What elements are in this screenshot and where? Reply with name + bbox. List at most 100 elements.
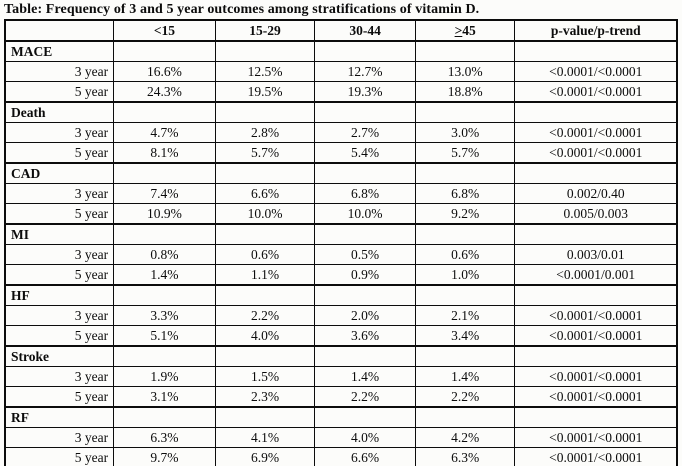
category-cell: MI bbox=[4, 223, 115, 245]
value-cell: 1.1% bbox=[214, 264, 316, 286]
value-cell: 0.6% bbox=[414, 244, 516, 265]
value-cell: 4.1% bbox=[214, 427, 316, 448]
data-row: 5 year 8.1% 5.7% 5.4% 5.7% <0.0001/<0.0001 bbox=[4, 142, 678, 164]
empty-cell bbox=[113, 223, 216, 245]
empty-cell bbox=[314, 223, 416, 245]
value-cell: 0.5% bbox=[314, 244, 416, 265]
category-cell: CAD bbox=[4, 162, 115, 184]
value-cell: 3.6% bbox=[314, 325, 416, 347]
empty-cell bbox=[214, 162, 316, 184]
row-label-cell: 3 year bbox=[4, 244, 115, 265]
data-row: 5 year 1.4% 1.1% 0.9% 1.0% <0.0001/0.001 bbox=[4, 264, 678, 286]
empty-cell bbox=[514, 345, 678, 367]
value-cell: 18.8% bbox=[414, 81, 516, 103]
category-row: Stroke bbox=[4, 345, 678, 367]
value-cell: 16.6% bbox=[113, 61, 216, 82]
row-label-cell: 3 year bbox=[4, 61, 115, 82]
row-label-cell: 3 year bbox=[4, 122, 115, 143]
value-cell: 5.4% bbox=[314, 142, 416, 164]
outcomes-table: <15 15-29 30-44 >45 p-value/p-trend MACE… bbox=[4, 19, 678, 466]
empty-cell bbox=[414, 223, 516, 245]
row-label-cell: 3 year bbox=[4, 183, 115, 204]
value-cell: 5.7% bbox=[214, 142, 316, 164]
value-cell: 0.9% bbox=[314, 264, 416, 286]
empty-cell bbox=[214, 284, 316, 306]
empty-cell bbox=[113, 162, 216, 184]
value-cell: 10.0% bbox=[214, 203, 316, 225]
row-label-cell: 3 year bbox=[4, 366, 115, 387]
value-cell: 2.2% bbox=[414, 386, 516, 408]
value-cell: 2.2% bbox=[214, 305, 316, 326]
empty-cell bbox=[414, 40, 516, 62]
value-cell: 0.8% bbox=[113, 244, 216, 265]
value-cell: 4.2% bbox=[414, 427, 516, 448]
category-cell: HF bbox=[4, 284, 115, 306]
empty-cell bbox=[214, 101, 316, 123]
data-row: 3 year 7.4% 6.6% 6.8% 6.8% 0.002/0.40 bbox=[4, 183, 678, 204]
empty-cell bbox=[514, 101, 678, 123]
value-cell: 4.7% bbox=[113, 122, 216, 143]
row-label-cell: 3 year bbox=[4, 305, 115, 326]
empty-cell bbox=[113, 101, 216, 123]
category-row: CAD bbox=[4, 162, 678, 184]
category-row: MACE bbox=[4, 40, 678, 62]
value-cell: 3.1% bbox=[113, 386, 216, 408]
p-value-cell: <0.0001/<0.0001 bbox=[514, 325, 678, 347]
row-label-cell: 5 year bbox=[4, 325, 115, 347]
row-label-cell: 5 year bbox=[4, 386, 115, 408]
data-row: 5 year 10.9% 10.0% 10.0% 9.2% 0.005/0.003 bbox=[4, 203, 678, 225]
empty-cell bbox=[514, 40, 678, 62]
p-value-cell: <0.0001/<0.0001 bbox=[514, 81, 678, 103]
value-cell: 5.7% bbox=[414, 142, 516, 164]
data-row: 3 year 0.8% 0.6% 0.5% 0.6% 0.003/0.01 bbox=[4, 244, 678, 265]
data-row: 3 year 6.3% 4.1% 4.0% 4.2% <0.0001/<0.0001 bbox=[4, 427, 678, 448]
value-cell: 2.2% bbox=[314, 386, 416, 408]
value-cell: 19.5% bbox=[214, 81, 316, 103]
table-title: Table: Frequency of 3 and 5 year outcome… bbox=[4, 2, 480, 17]
header-cell-empty bbox=[4, 19, 115, 42]
category-cell: MACE bbox=[4, 40, 115, 62]
header-row: <15 15-29 30-44 >45 p-value/p-trend bbox=[4, 19, 678, 42]
value-cell: 7.4% bbox=[113, 183, 216, 204]
value-cell: 6.3% bbox=[414, 447, 516, 466]
value-cell: 6.8% bbox=[414, 183, 516, 204]
value-cell: 5.1% bbox=[113, 325, 216, 347]
row-label-cell: 5 year bbox=[4, 203, 115, 225]
p-value-cell: <0.0001/<0.0001 bbox=[514, 142, 678, 164]
table-body: MACE 3 year 16.6% 12.5% 12.7% 13.0% <0.0001/<0… bbox=[4, 40, 678, 466]
empty-cell bbox=[414, 284, 516, 306]
value-cell: 4.0% bbox=[214, 325, 316, 347]
p-value-cell: <0.0001/<0.0001 bbox=[514, 386, 678, 408]
empty-cell bbox=[314, 406, 416, 428]
value-cell: 2.0% bbox=[314, 305, 416, 326]
empty-cell bbox=[514, 162, 678, 184]
category-row: Death bbox=[4, 101, 678, 123]
value-cell: 2.3% bbox=[214, 386, 316, 408]
empty-cell bbox=[514, 406, 678, 428]
value-cell: 1.5% bbox=[214, 366, 316, 387]
p-value-cell: 0.005/0.003 bbox=[514, 203, 678, 225]
empty-cell bbox=[314, 40, 416, 62]
value-cell: 13.0% bbox=[414, 61, 516, 82]
empty-cell bbox=[113, 40, 216, 62]
empty-cell bbox=[214, 223, 316, 245]
value-cell: 1.9% bbox=[113, 366, 216, 387]
row-label-cell: 5 year bbox=[4, 142, 115, 164]
empty-cell bbox=[214, 40, 316, 62]
header-cell-30-44: 30-44 bbox=[314, 19, 416, 42]
empty-cell bbox=[113, 284, 216, 306]
value-cell: 3.3% bbox=[113, 305, 216, 326]
value-cell: 12.7% bbox=[314, 61, 416, 82]
header-cell-15-29: 15-29 bbox=[214, 19, 316, 42]
row-label-cell: 5 year bbox=[4, 81, 115, 103]
value-cell: 1.0% bbox=[414, 264, 516, 286]
empty-cell bbox=[314, 284, 416, 306]
data-row: 5 year 9.7% 6.9% 6.6% 6.3% <0.0001/<0.0001 bbox=[4, 447, 678, 466]
data-row: 5 year 24.3% 19.5% 19.3% 18.8% <0.0001/<0.000… bbox=[4, 81, 678, 103]
p-value-cell: 0.003/0.01 bbox=[514, 244, 678, 265]
empty-cell bbox=[514, 223, 678, 245]
value-cell: 3.4% bbox=[414, 325, 516, 347]
header-cell-lt15: <15 bbox=[113, 19, 216, 42]
value-cell: 3.0% bbox=[414, 122, 516, 143]
